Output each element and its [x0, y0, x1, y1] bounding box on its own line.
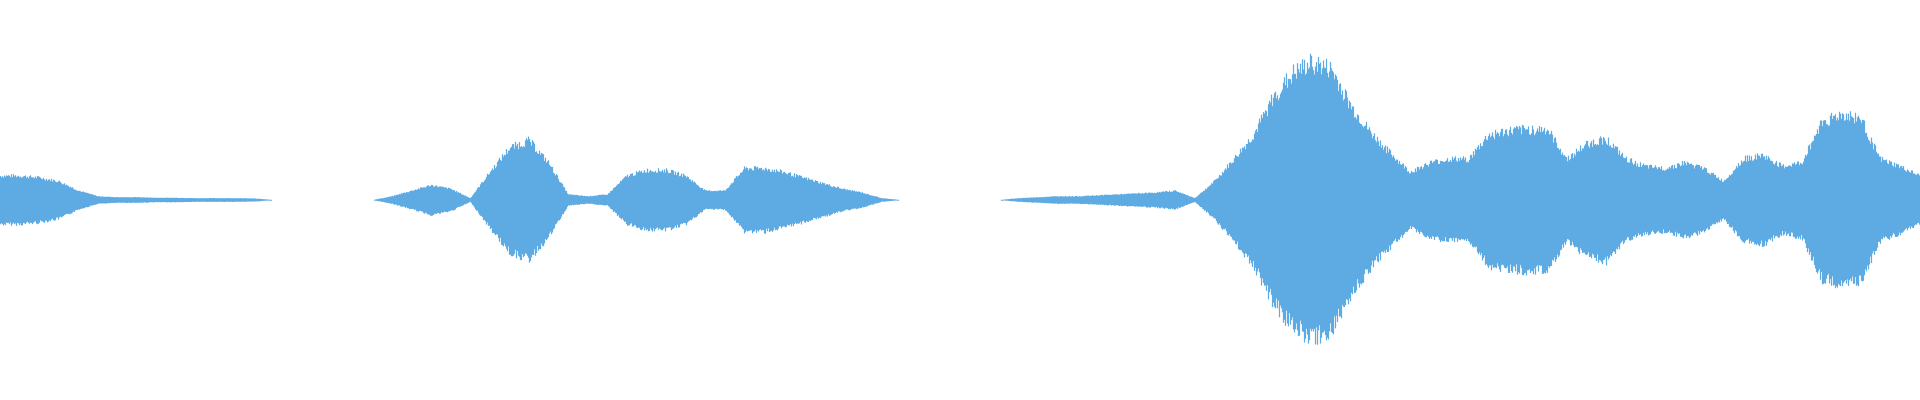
- waveform-marks: [0, 53, 1920, 345]
- waveform-amplitude: [0, 53, 1920, 345]
